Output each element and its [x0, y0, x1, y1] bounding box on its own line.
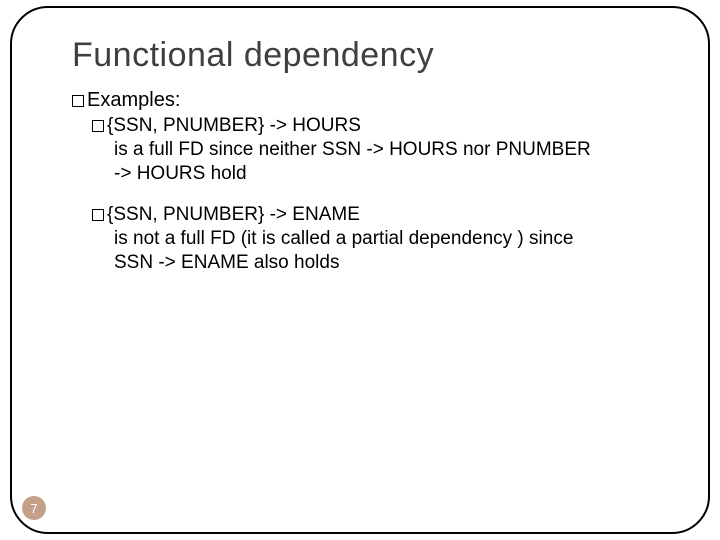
square-bullet-icon — [92, 120, 104, 132]
square-bullet-icon — [72, 95, 84, 107]
example-2: {SSN, PNUMBER} -> ENAME is not a full FD… — [92, 203, 668, 274]
example-2-line-3: SSN -> ENAME also holds — [114, 251, 668, 275]
example-1-line-1: {SSN, PNUMBER} -> HOURS — [92, 114, 668, 138]
example-1-line-3: -> HOURS hold — [114, 162, 668, 186]
example-1-fd: {SSN, PNUMBER} -> HOURS — [107, 115, 361, 136]
examples-label: Examples: — [87, 89, 180, 111]
example-2-line-2: is not a full FD (it is called a partial… — [114, 227, 668, 251]
example-1: {SSN, PNUMBER} -> HOURS is a full FD sin… — [92, 114, 668, 185]
page-number-badge: 7 — [22, 496, 46, 520]
example-2-line-1: {SSN, PNUMBER} -> ENAME — [92, 203, 668, 227]
slide-title: Functional dependency — [72, 36, 668, 75]
example-2-fd: {SSN, PNUMBER} -> ENAME — [107, 204, 360, 225]
example-1-line-2: is a full FD since neither SSN -> HOURS … — [114, 138, 668, 162]
slide-frame: Functional dependency Examples: {SSN, PN… — [10, 6, 710, 534]
examples-heading: Examples: — [72, 89, 668, 112]
square-bullet-icon — [92, 209, 104, 221]
page-number: 7 — [30, 501, 37, 516]
